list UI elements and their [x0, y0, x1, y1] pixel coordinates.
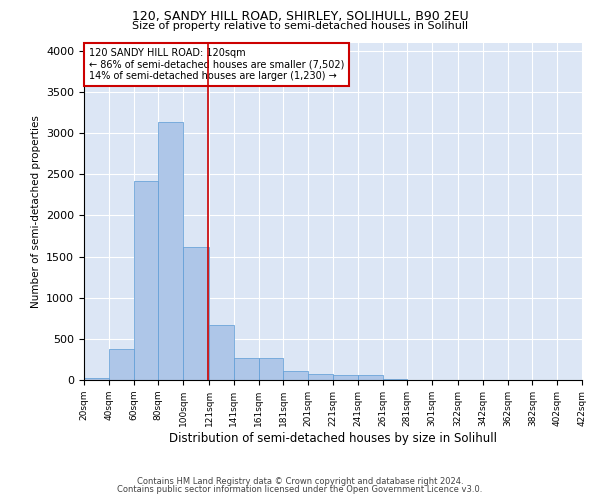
Bar [333, 375, 358, 380]
Bar [234, 358, 259, 380]
Text: Size of property relative to semi-detached houses in Solihull: Size of property relative to semi-detach… [132, 21, 468, 31]
Bar [358, 376, 383, 380]
Text: Contains HM Land Registry data © Crown copyright and database right 2024.: Contains HM Land Registry data © Crown c… [137, 477, 463, 486]
X-axis label: Distribution of semi-detached houses by size in Solihull: Distribution of semi-detached houses by … [169, 432, 497, 444]
Text: 120, SANDY HILL ROAD, SHIRLEY, SOLIHULL, B90 2EU: 120, SANDY HILL ROAD, SHIRLEY, SOLIHULL,… [131, 10, 469, 23]
Bar [109, 348, 134, 380]
Bar [259, 358, 283, 380]
Bar [383, 379, 407, 380]
Bar [158, 122, 183, 380]
Bar [134, 181, 158, 380]
Text: 120 SANDY HILL ROAD: 120sqm
← 86% of semi-detached houses are smaller (7,502)
14: 120 SANDY HILL ROAD: 120sqm ← 86% of sem… [89, 48, 344, 81]
Bar [183, 246, 209, 380]
Bar [308, 374, 333, 380]
Y-axis label: Number of semi-detached properties: Number of semi-detached properties [31, 115, 41, 308]
Bar [283, 371, 308, 380]
Text: Contains public sector information licensed under the Open Government Licence v3: Contains public sector information licen… [118, 485, 482, 494]
Bar [84, 378, 109, 380]
Bar [209, 325, 234, 380]
